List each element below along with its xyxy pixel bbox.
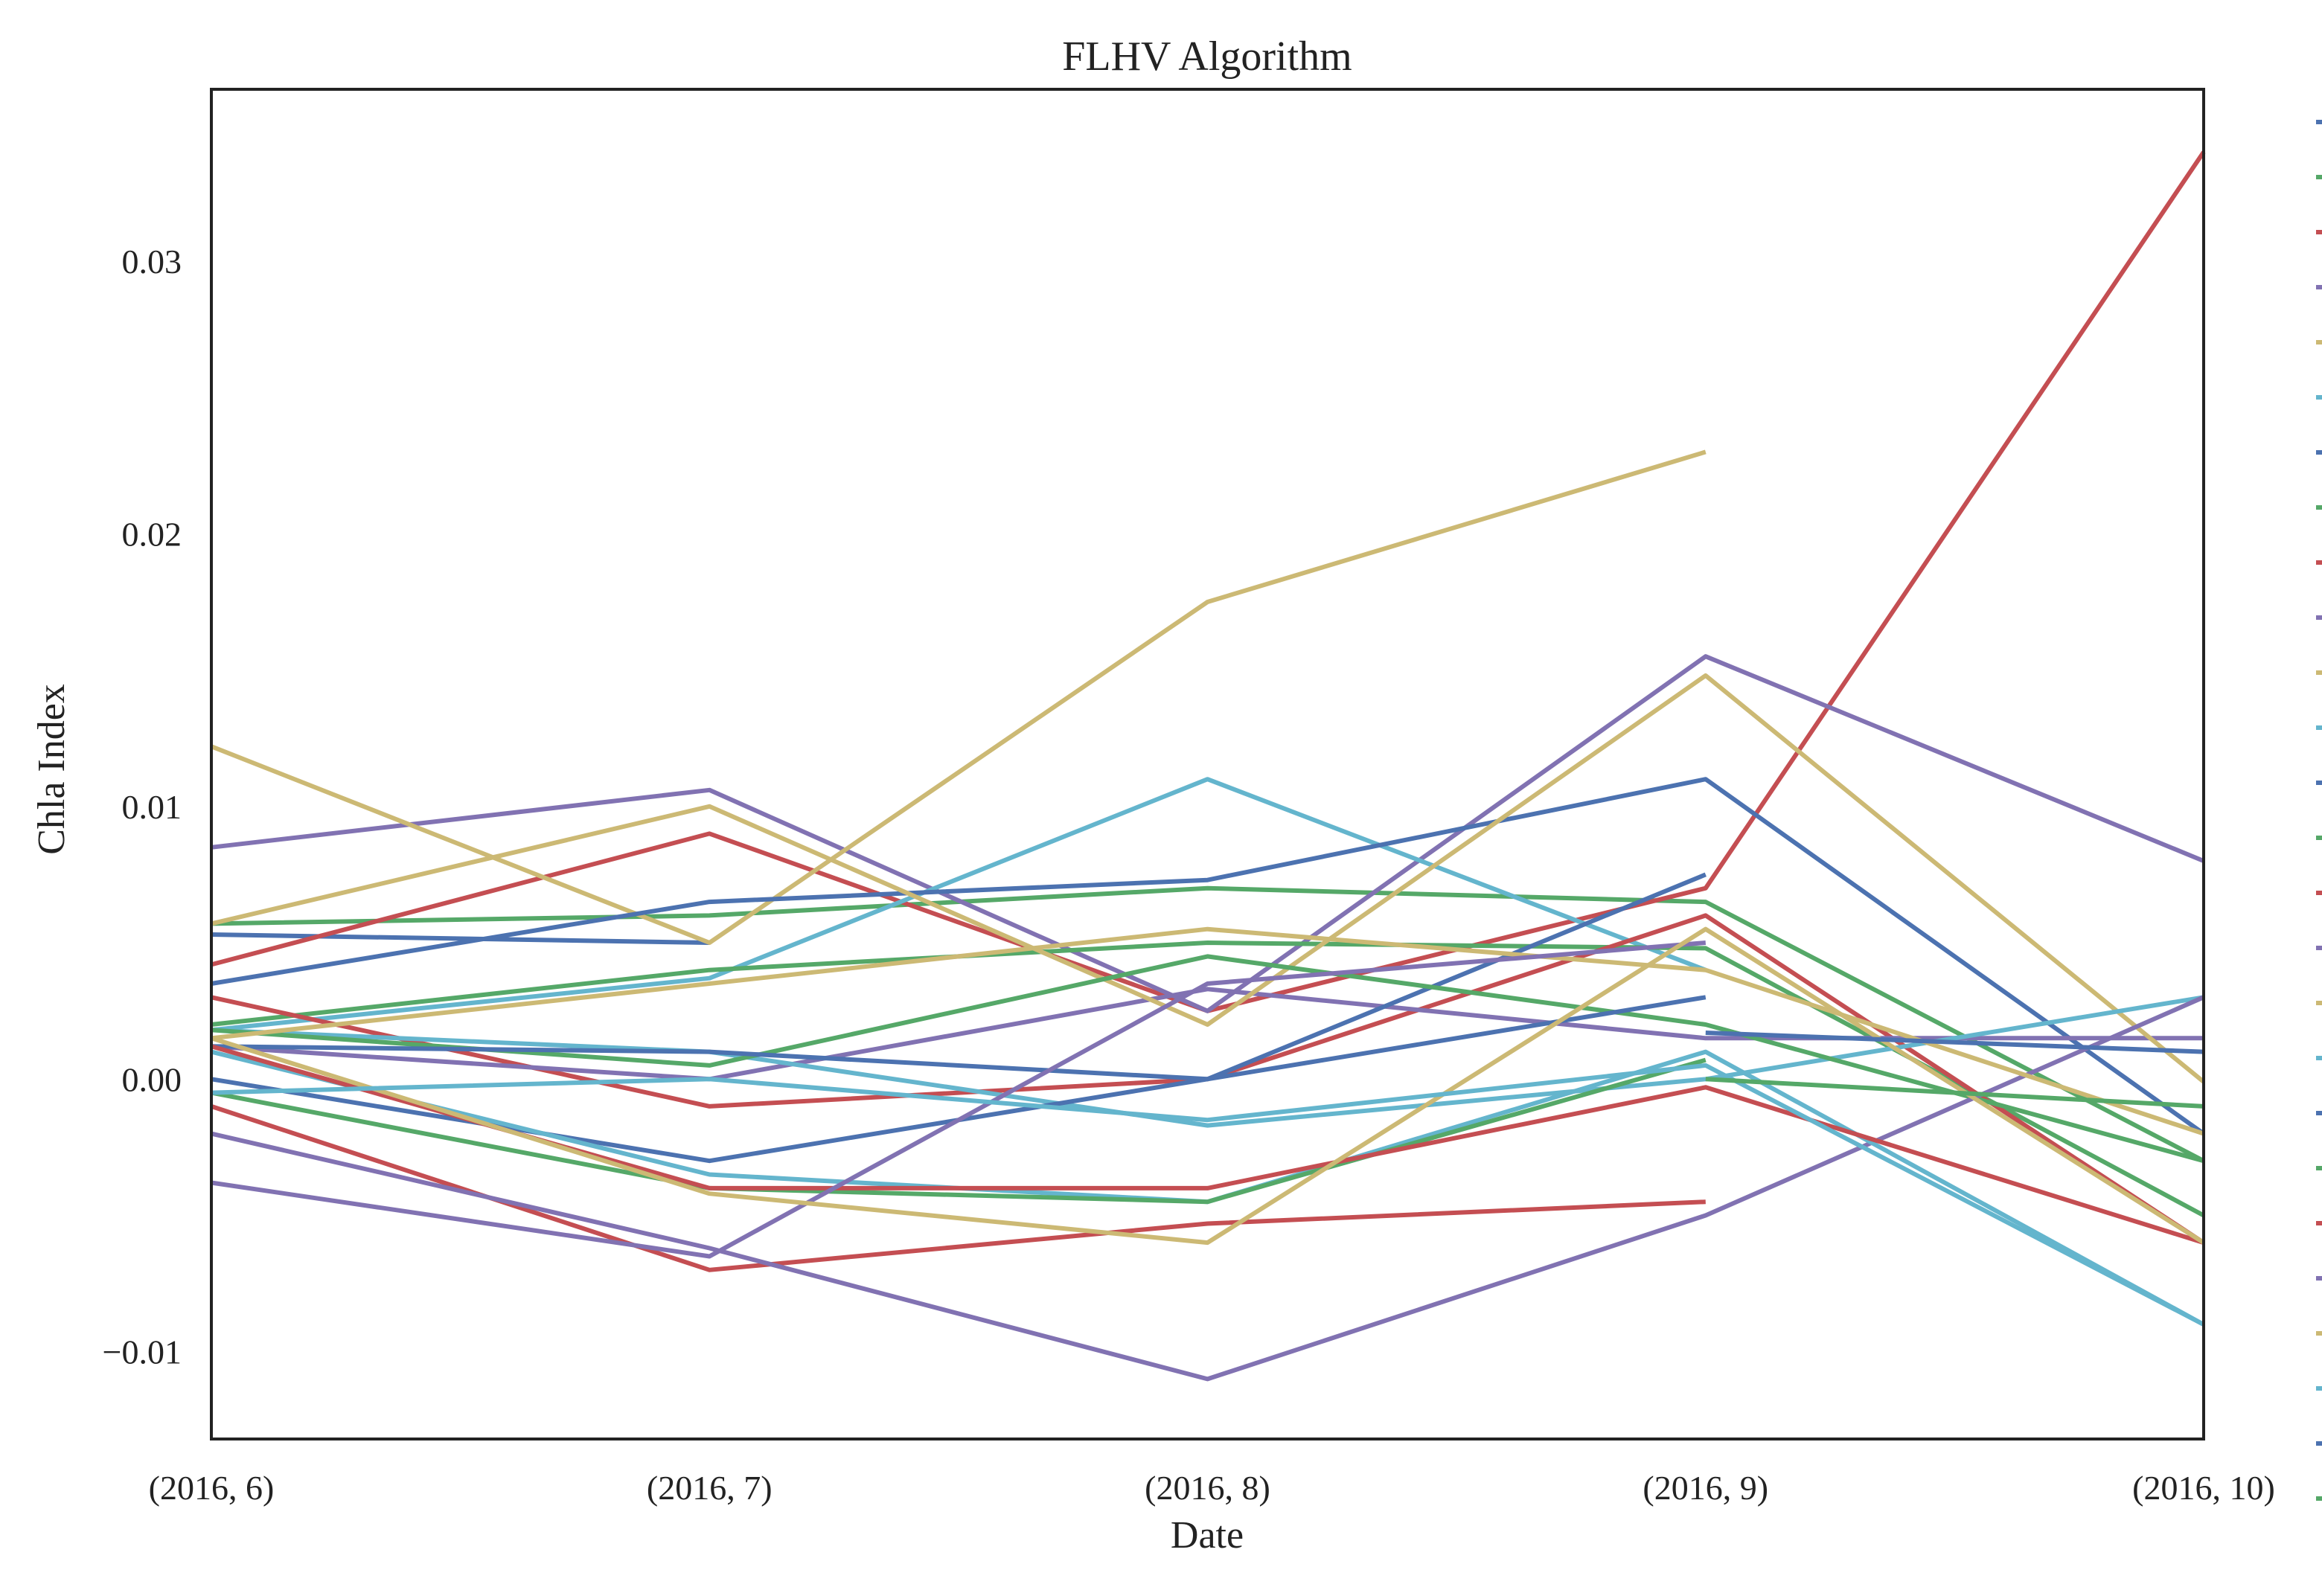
y-tick-label: −0.01 bbox=[103, 1333, 182, 1371]
series-line-7 bbox=[211, 777, 2205, 1136]
series-line-22 bbox=[211, 940, 1707, 1259]
series-line-23 bbox=[211, 926, 2205, 1246]
x-tick-labels: (2016, 6) (2016, 7) (2016, 8) (2016, 9) (201… bbox=[149, 1469, 2275, 1507]
series-line-2 bbox=[211, 885, 2205, 1163]
x-tick-label: (2016, 7) bbox=[647, 1469, 773, 1507]
series-line-4 bbox=[211, 654, 2205, 1013]
series-line-11 bbox=[211, 673, 2205, 1084]
plot-frame bbox=[210, 88, 2205, 1440]
y-tick-label: 0.02 bbox=[122, 515, 182, 553]
y-axis-label: Chla Index bbox=[31, 684, 73, 855]
y-tick-label: 0.01 bbox=[122, 788, 182, 826]
series-line-19 bbox=[211, 995, 1707, 1082]
x-tick-label: (2016, 8) bbox=[1145, 1469, 1270, 1507]
y-tick-label: 0.03 bbox=[122, 243, 182, 281]
series-line-1 bbox=[211, 932, 710, 945]
y-tick-labels: −0.01 0.00 0.01 0.02 0.03 bbox=[103, 243, 182, 1371]
series-line-12 bbox=[211, 995, 2204, 1128]
x-tick-label: (2016, 6) bbox=[149, 1469, 275, 1507]
chart-title: FLHV Algorithm bbox=[1062, 33, 1352, 80]
series-line-20 bbox=[211, 1057, 1707, 1205]
series-line-5 bbox=[210, 449, 1707, 945]
series-line-15 bbox=[211, 1104, 1706, 1272]
series-line-14 bbox=[211, 954, 2204, 1164]
series-line-24 bbox=[211, 1063, 2205, 1327]
series-line-17 bbox=[211, 926, 2204, 1136]
x-tick-label: (2016, 9) bbox=[1643, 1469, 1768, 1507]
series-line-26 bbox=[1705, 1077, 2204, 1109]
y-tick-label: 0.00 bbox=[122, 1060, 182, 1098]
series-line-25 bbox=[1705, 1031, 2204, 1054]
x-tick-label: (2016, 10) bbox=[2132, 1469, 2275, 1507]
series-line-6 bbox=[211, 777, 1707, 1033]
x-axis-label: Date bbox=[1171, 1514, 1244, 1557]
series-layer bbox=[210, 150, 2206, 1382]
legend bbox=[2316, 120, 2322, 1501]
